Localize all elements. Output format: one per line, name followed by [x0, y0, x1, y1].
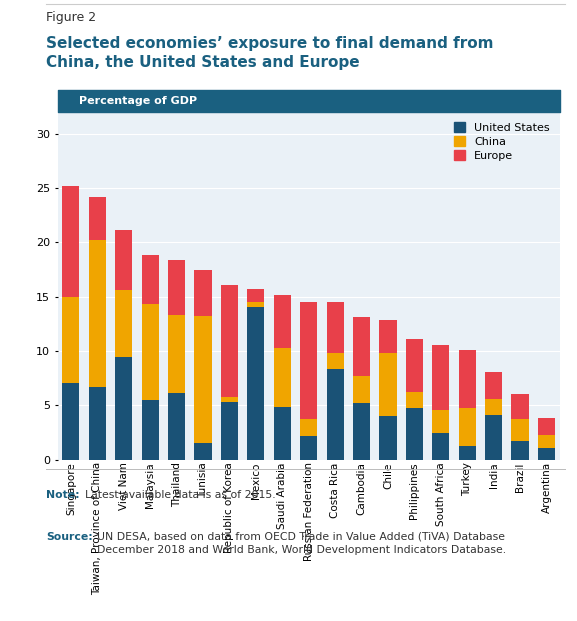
Bar	[62, 383, 80, 460]
Bar	[511, 419, 529, 441]
Bar	[485, 371, 502, 399]
Bar	[432, 345, 449, 410]
Bar	[538, 435, 555, 448]
Bar	[379, 416, 396, 460]
Bar	[406, 392, 423, 409]
Bar	[62, 186, 80, 297]
Bar	[141, 400, 159, 460]
Bar	[459, 350, 476, 409]
Bar	[89, 240, 106, 387]
Bar	[141, 304, 159, 400]
Bar	[485, 415, 502, 460]
Text: Note:: Note:	[46, 490, 80, 500]
Bar	[538, 448, 555, 460]
Bar	[62, 297, 80, 383]
Bar	[327, 302, 344, 353]
Bar	[300, 302, 317, 419]
Legend: United States, China, Europe: United States, China, Europe	[449, 117, 554, 165]
Bar	[221, 397, 238, 402]
Bar	[379, 353, 396, 416]
Bar	[511, 394, 529, 419]
Bar	[168, 260, 185, 315]
Bar	[538, 419, 555, 435]
Bar	[89, 387, 106, 460]
Bar	[194, 271, 212, 316]
Bar	[327, 353, 344, 369]
Bar	[248, 307, 264, 460]
Bar	[168, 315, 185, 393]
Bar	[248, 289, 264, 302]
Text: Source:: Source:	[46, 532, 93, 542]
Bar	[168, 393, 185, 460]
Bar	[406, 409, 423, 460]
Text: Selected economies’ exposure to final demand from
China, the United States and E: Selected economies’ exposure to final de…	[46, 36, 494, 70]
Bar	[432, 410, 449, 433]
Bar	[432, 433, 449, 460]
Bar	[511, 441, 529, 460]
Bar	[194, 316, 212, 443]
Bar	[353, 317, 370, 376]
Bar	[273, 407, 291, 460]
Bar	[273, 296, 291, 348]
Bar	[221, 402, 238, 460]
Text: Figure 2: Figure 2	[46, 12, 96, 24]
Bar	[273, 348, 291, 407]
Bar	[459, 409, 476, 446]
Text: Percentage of GDP: Percentage of GDP	[79, 96, 197, 106]
Bar	[459, 446, 476, 460]
Bar	[115, 357, 132, 460]
Bar	[115, 290, 132, 357]
Bar	[353, 376, 370, 403]
Bar	[194, 443, 212, 460]
Bar	[300, 419, 317, 436]
Text: Latest available data is as of 2015.: Latest available data is as of 2015.	[85, 490, 276, 500]
Bar	[141, 255, 159, 304]
Bar	[248, 302, 264, 307]
Bar	[300, 436, 317, 460]
Bar	[379, 320, 396, 353]
Bar	[353, 403, 370, 460]
Text: UN DESA, based on data from OECD Trade in Value Added (TiVA) Database
December 2: UN DESA, based on data from OECD Trade i…	[97, 532, 506, 555]
Bar	[327, 369, 344, 460]
Bar	[89, 197, 106, 240]
Bar	[485, 399, 502, 415]
Bar	[406, 339, 423, 392]
Bar	[115, 230, 132, 290]
Bar	[221, 284, 238, 397]
